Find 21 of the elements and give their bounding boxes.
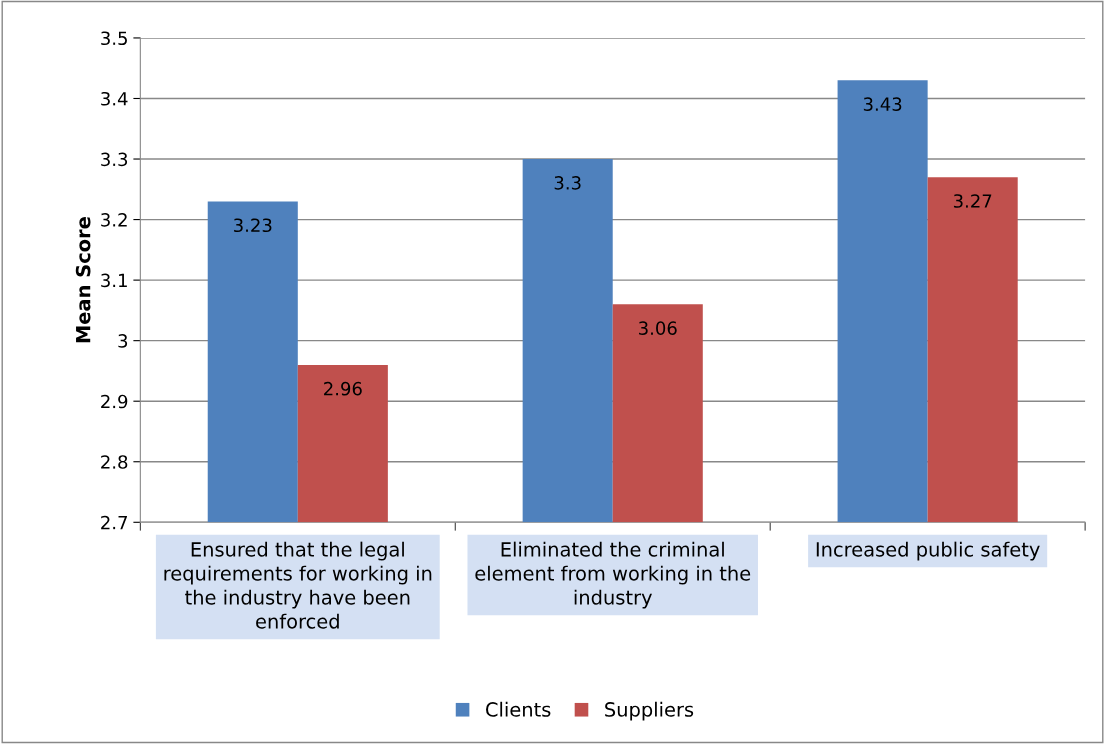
data-label: 2.96 [324,381,362,396]
data-label: 3.06 [639,321,677,335]
y-tick-label: 3.4 [101,91,128,106]
y-tick-label: 3.5 [101,31,127,46]
y-tick-label: 3.1 [101,273,127,288]
y-tick-label: 2.7 [101,515,127,530]
y-tick-label: 3.2 [101,213,127,227]
x-tick-label: Ensured that the legal requirements for working in the industry have been enforced [164,541,432,629]
data-label: 3.43 [863,97,902,111]
y-axis-title: Mean Score [75,217,91,343]
x-tick-label: Eliminated the criminal element from working in the industry [475,541,751,609]
legend-label: Clients [486,701,551,717]
legend-label: Suppliers [605,701,694,721]
y-tick-label: 2.9 [101,394,128,409]
data-label: 3.27 [953,194,992,208]
x-tick-label: Increased public safety [816,541,1040,561]
y-tick-label: 3 [118,334,128,348]
y-tick-label: 2.8 [101,455,128,469]
data-label: 3.3 [554,176,581,190]
y-tick-label: 3.3 [101,152,128,167]
data-label: 3.23 [234,218,272,233]
